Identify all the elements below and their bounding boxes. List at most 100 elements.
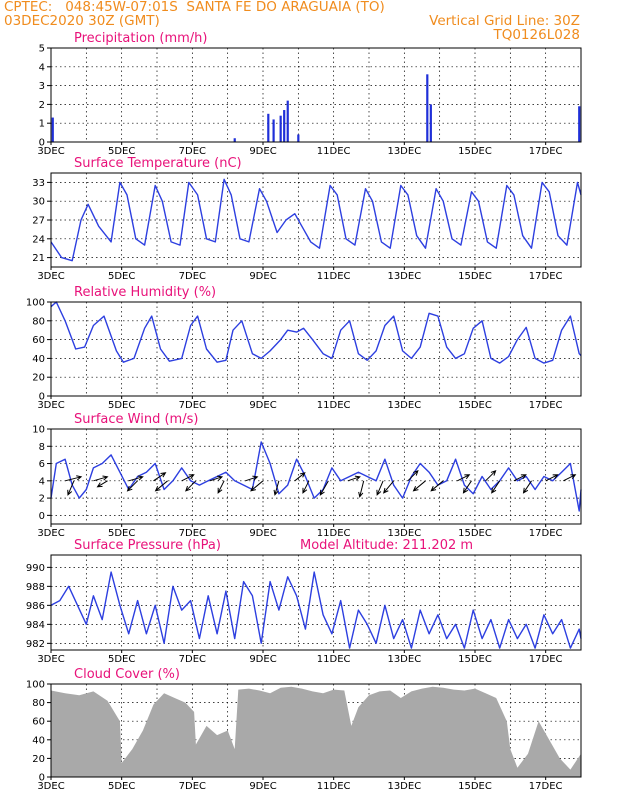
wind-arrow (382, 480, 395, 494)
y-tick-label: 5 (39, 44, 45, 55)
wind-arrow (376, 480, 384, 496)
y-tick-label: 0 (39, 511, 45, 522)
wind-arrow (181, 474, 195, 482)
precip-bar (279, 115, 282, 142)
y-tick-label: 4 (39, 476, 45, 487)
precip-bar (267, 113, 270, 142)
wind-arrow (462, 480, 472, 494)
panel-frame (50, 301, 582, 397)
x-tick-label: 7DEC (179, 528, 206, 539)
y-tick-label: 0 (39, 773, 45, 784)
x-tick-label: 13DEC (387, 271, 421, 282)
series-line (50, 178, 582, 262)
panel-frame (50, 554, 582, 651)
x-tick-label: 11DEC (317, 654, 351, 665)
x-tick-label: 3DEC (37, 146, 64, 157)
y-tick-label: 0 (39, 138, 45, 149)
x-tick-label: 11DEC (317, 781, 351, 792)
wind-arrow (93, 475, 109, 482)
x-tick-label: 9DEC (249, 146, 276, 157)
y-tick-label: 21 (32, 253, 45, 264)
panel-frame (50, 172, 582, 268)
wind-arrow (563, 474, 577, 482)
precip-bar (578, 106, 581, 142)
wind-arrow (491, 480, 501, 494)
y-tick-label: 3 (39, 81, 45, 92)
wind-arrow (485, 470, 497, 482)
y-tick-label: 80 (32, 316, 45, 327)
wind-arrow (358, 480, 365, 498)
x-tick-label: 13DEC (387, 400, 421, 411)
precip-bar (426, 74, 429, 142)
y-tick-label: 100 (26, 298, 45, 309)
wind-arrow (430, 480, 444, 492)
x-tick-label: 15DEC (458, 654, 492, 665)
panel-4: 0 2 4 6 8 10 3DEC 5DEC 7DEC 9DEC 11DEC 13DEC 15DEC 17… (32, 412, 582, 539)
x-tick-label: 17DEC (529, 271, 563, 282)
wind-arrow (522, 480, 532, 494)
x-tick-label: 13DEC (387, 146, 421, 157)
precip-bar (297, 134, 300, 142)
y-tick-label: 2 (39, 100, 45, 111)
wind-arrow (457, 474, 471, 482)
series-line (50, 571, 582, 649)
y-tick-label: 10 (32, 425, 45, 436)
wind-arrow (67, 480, 75, 496)
precip-bar (283, 110, 286, 142)
y-tick-label: 24 (32, 234, 45, 245)
x-tick-label: 3DEC (37, 781, 64, 792)
x-tick-label: 5DEC (108, 654, 135, 665)
x-tick-label: 9DEC (249, 781, 276, 792)
x-tick-label: 7DEC (179, 271, 206, 282)
x-tick-label: 5DEC (108, 528, 135, 539)
y-tick-label: 30 (32, 197, 45, 208)
x-tick-label: 17DEC (529, 400, 563, 411)
y-tick-label: 984 (26, 620, 45, 631)
x-tick-label: 11DEC (317, 528, 351, 539)
y-tick-label: 1 (39, 119, 45, 130)
x-tick-label: 11DEC (317, 146, 351, 157)
y-tick-label: 40 (32, 735, 45, 746)
x-tick-label: 7DEC (179, 146, 206, 157)
y-tick-label: 988 (26, 582, 45, 593)
panel-frame (50, 683, 582, 778)
x-tick-label: 17DEC (529, 146, 563, 157)
wind-arrow (245, 475, 259, 482)
y-tick-label: 60 (32, 717, 45, 728)
x-tick-label: 5DEC (108, 400, 135, 411)
panel-title: Surface Temperature (nC) (74, 156, 242, 171)
y-tick-label: 6 (39, 459, 45, 470)
y-tick-label: 80 (32, 698, 45, 709)
x-tick-label: 17DEC (529, 781, 563, 792)
header-station-line: CPTEC: 048:45W-07:01S SANTA FE DO ARAGUA… (4, 0, 385, 15)
wind-arrow (209, 475, 224, 482)
precip-bar (429, 104, 432, 142)
panel-3: 0 20 40 60 80 100 3DEC 5DEC 7DEC 9DEC 11DEC 13DEC 15… (26, 285, 582, 411)
x-tick-label: 5DEC (108, 781, 135, 792)
wind-arrow (217, 480, 225, 494)
wind-arrow (412, 480, 426, 492)
y-tick-label: 60 (32, 335, 45, 346)
cloud-area (51, 686, 581, 777)
x-tick-label: 15DEC (458, 528, 492, 539)
y-tick-label: 4 (39, 62, 45, 73)
wind-arrow (65, 475, 83, 482)
x-tick-label: 3DEC (37, 271, 64, 282)
wind-arrow (96, 480, 108, 488)
wind-arrow (347, 475, 361, 482)
panel-frame (50, 47, 582, 143)
wind-arrow (128, 475, 144, 482)
x-tick-label: 3DEC (37, 528, 64, 539)
panel-title: Cloud Cover (%) (74, 667, 180, 682)
y-tick-label: 20 (32, 373, 45, 384)
x-tick-label: 13DEC (387, 654, 421, 665)
precip-bar (233, 138, 236, 142)
panel-title: Precipitation (mm/h) (74, 31, 207, 46)
panel-5: 982 984 986 988 990 3DEC 5DEC 7DEC 9DEC 11DEC 13DE… (26, 538, 582, 665)
wind-arrow (250, 480, 264, 492)
panel-title: Surface Pressure (hPa) (74, 538, 221, 553)
x-tick-label: 3DEC (37, 654, 64, 665)
wind-arrow (407, 470, 419, 482)
x-tick-label: 13DEC (387, 528, 421, 539)
panel-title: Relative Humidity (%) (74, 285, 216, 300)
